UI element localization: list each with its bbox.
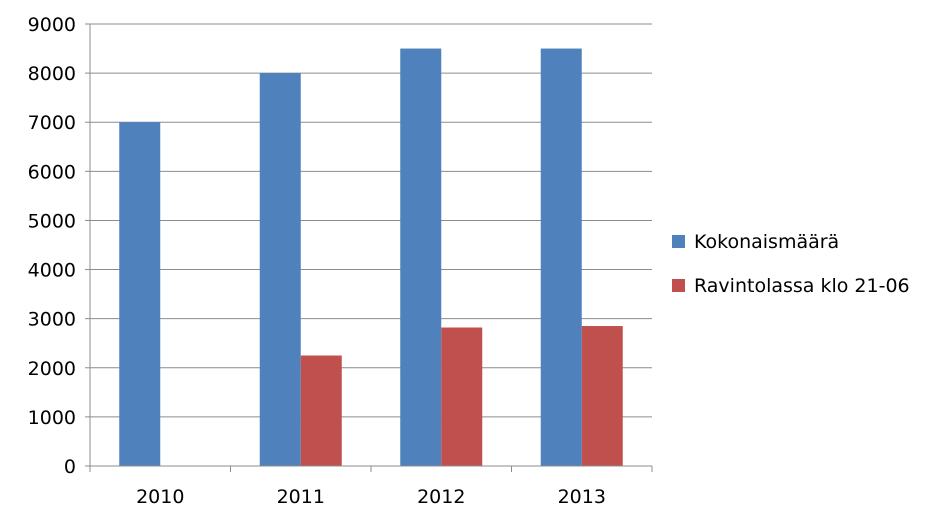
x-tick-label: 2012 xyxy=(417,486,465,508)
legend-swatch xyxy=(672,235,685,248)
bar-kokonaismaara-2011 xyxy=(259,73,301,466)
y-tick-label: 6000 xyxy=(28,161,76,183)
bar-kokonaismaara-2010 xyxy=(119,122,161,466)
legend-label: Ravintolassa klo 21-06 xyxy=(694,275,910,297)
bar-ravintolassa-2012 xyxy=(441,327,483,466)
y-tick-label: 8000 xyxy=(28,63,76,85)
axes xyxy=(85,23,653,472)
y-tick-label: 3000 xyxy=(28,309,76,331)
y-tick-label: 9000 xyxy=(28,14,76,36)
legend: Kokonaismäärä Ravintolassa klo 21-06 xyxy=(672,231,910,297)
legend-swatch xyxy=(672,279,685,292)
gridlines xyxy=(90,23,652,418)
y-tick-label: 1000 xyxy=(28,407,76,429)
y-tick-label: 4000 xyxy=(28,260,76,282)
y-tick-label: 2000 xyxy=(28,358,76,380)
x-tick-label: 2010 xyxy=(136,486,184,508)
bars xyxy=(119,48,623,467)
legend-label: Kokonaismäärä xyxy=(694,231,839,253)
y-tick-label: 0 xyxy=(64,456,76,478)
bar-kokonaismaara-2012 xyxy=(400,48,442,467)
y-tick-label: 7000 xyxy=(28,112,76,134)
bar-ravintolassa-2011 xyxy=(300,355,342,466)
y-tick-label: 5000 xyxy=(28,210,76,232)
bar-ravintolassa-2013 xyxy=(581,326,623,466)
y-tick-labels: 0 1000 2000 3000 4000 5000 6000 7000 8000 9000 xyxy=(28,14,76,478)
x-tick-label: 2013 xyxy=(558,486,606,508)
x-tick-labels: 2010 2011 2012 2013 xyxy=(136,486,606,508)
x-tick-label: 2011 xyxy=(277,486,325,508)
bar-kokonaismaara-2013 xyxy=(540,48,582,467)
